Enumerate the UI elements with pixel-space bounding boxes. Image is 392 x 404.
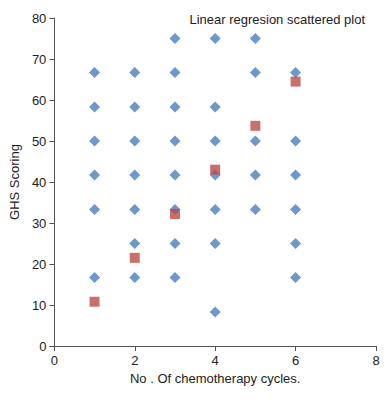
svg-text:50: 50 xyxy=(32,134,46,149)
svg-text:30: 30 xyxy=(32,216,46,231)
svg-text:70: 70 xyxy=(32,52,46,67)
svg-text:6: 6 xyxy=(292,353,299,368)
svg-text:2: 2 xyxy=(131,353,138,368)
svg-text:40: 40 xyxy=(32,175,46,190)
svg-text:20: 20 xyxy=(32,257,46,272)
svg-text:0: 0 xyxy=(39,339,46,354)
svg-text:Linear regresion scattered plo: Linear regresion scattered plot xyxy=(189,12,365,27)
svg-text:No . Of chemotherapy cycles.: No . Of chemotherapy cycles. xyxy=(130,371,301,386)
svg-text:4: 4 xyxy=(212,353,219,368)
svg-text:8: 8 xyxy=(372,353,379,368)
svg-text:10: 10 xyxy=(32,298,46,313)
svg-text:80: 80 xyxy=(32,11,46,26)
svg-text:60: 60 xyxy=(32,93,46,108)
svg-text:0: 0 xyxy=(51,353,58,368)
svg-text:GHS Scoring: GHS Scoring xyxy=(7,144,22,220)
